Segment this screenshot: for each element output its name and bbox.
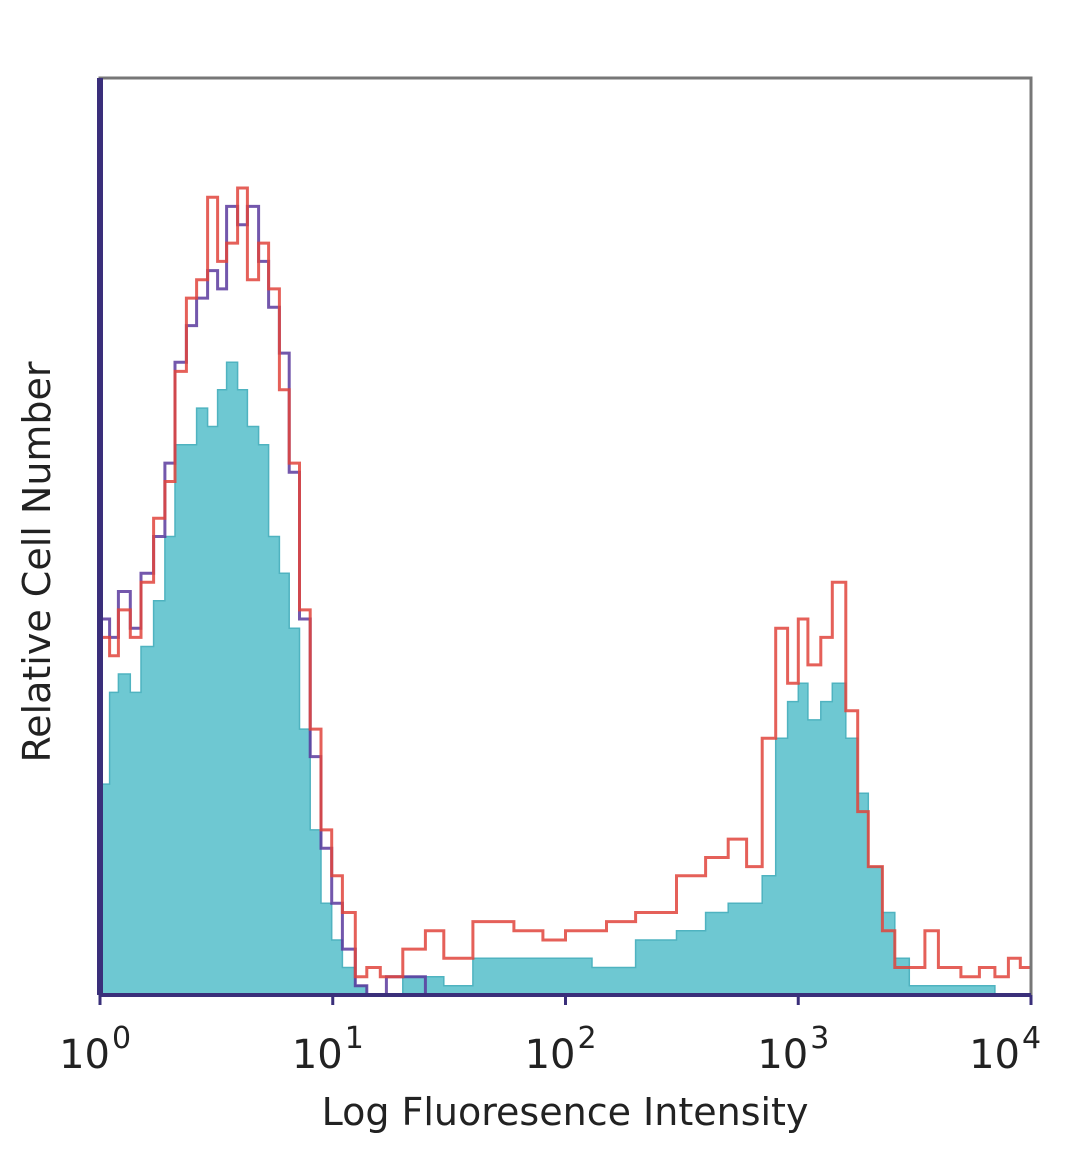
x-tick-base: 10: [59, 1032, 110, 1078]
x-tick-exponent: 4: [1022, 1021, 1041, 1056]
x-tick-exponent: 3: [810, 1021, 829, 1056]
series-filled-histogram: [99, 361, 1031, 996]
x-tick-base: 10: [292, 1032, 343, 1078]
x-tick-base: 10: [969, 1032, 1020, 1078]
x-tick-label: 10 1: [292, 1021, 364, 1078]
x-tick-label: 10 0: [59, 1021, 131, 1078]
series-layer: [99, 186, 1033, 997]
x-tick-base: 10: [525, 1032, 576, 1078]
tick-layer: 10 0 10 1 10 2 10 3 10 4: [59, 995, 1041, 1078]
x-tick-label: 10 3: [757, 1021, 829, 1078]
x-tick-base: 10: [757, 1032, 808, 1078]
x-tick-exponent: 2: [578, 1021, 597, 1056]
x-axis-label: Log Fluoresence Intensity: [322, 1090, 809, 1134]
series-outline-histogram-2: [100, 186, 1033, 995]
y-axis-label: Relative Cell Number: [15, 361, 59, 762]
x-tick-exponent: 0: [112, 1021, 131, 1056]
x-tick-label: 10 4: [969, 1021, 1041, 1078]
x-tick-label: 10 2: [525, 1021, 597, 1078]
x-tick-exponent: 1: [345, 1021, 364, 1056]
